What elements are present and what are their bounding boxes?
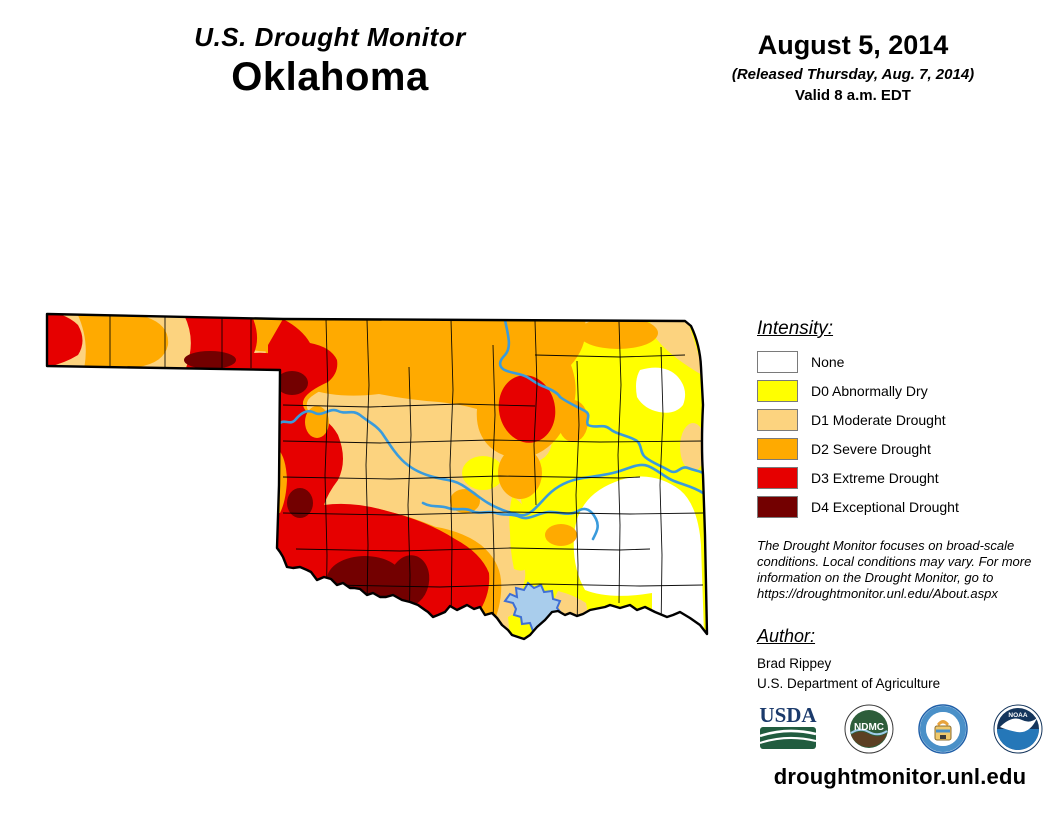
disclaimer-text: The Drought Monitor focuses on broad-sca… — [757, 538, 1032, 601]
valid-time: Valid 8 a.m. EDT — [795, 87, 911, 104]
swatch-d3 — [757, 467, 798, 489]
drought-layer-none — [573, 367, 704, 634]
legend-label: D0 Abnormally Dry — [811, 383, 928, 399]
swatch-none — [757, 351, 798, 373]
legend-label: D2 Severe Drought — [811, 441, 931, 457]
drought-map-svg — [45, 312, 709, 641]
legend-row-d2: D2 Severe Drought — [757, 438, 1047, 460]
author-heading: Author: — [757, 626, 816, 646]
legend-heading: Intensity: — [757, 318, 834, 339]
swatch-d4 — [757, 496, 798, 518]
report-title: U.S. Drought Monitor — [194, 22, 466, 52]
ndmc-logo: NDMC — [844, 704, 894, 759]
legend-label: D1 Moderate Drought — [811, 412, 946, 428]
author-org: U.S. Department of Agriculture — [757, 676, 941, 691]
legend-row-d4: D4 Exceptional Drought — [757, 496, 1047, 518]
release-date: (Released Thursday, Aug. 7, 2014) — [731, 66, 975, 83]
doc-seal-logo — [918, 704, 969, 759]
usda-logo: USDA — [757, 703, 819, 758]
legend-row-d3: D3 Extreme Drought — [757, 467, 1047, 489]
map-date: August 5, 2014 — [757, 30, 949, 60]
legend-label: D3 Extreme Drought — [811, 470, 939, 486]
oklahoma-drought-map — [40, 305, 720, 650]
header-title-block: U.S. Drought Monitor Oklahoma — [148, 22, 512, 100]
county-lines — [109, 314, 704, 639]
swatch-d2 — [757, 438, 798, 460]
author-block: Author: Brad Rippey U.S. Department of A… — [757, 626, 1047, 691]
date-block: August 5, 2014 (Released Thursday, Aug. … — [694, 30, 1012, 104]
svg-text:NDMC: NDMC — [854, 722, 884, 733]
legend-row-none: None — [757, 351, 1047, 373]
noaa-logo: NOAA — [993, 704, 1043, 759]
logo-row: USDA NDMC — [757, 703, 1043, 759]
swatch-d1 — [757, 409, 798, 431]
author-name: Brad Rippey — [757, 656, 832, 671]
svg-text:NOAA: NOAA — [1008, 712, 1027, 719]
swatch-d0 — [757, 380, 798, 402]
legend-row-d1: D1 Moderate Drought — [757, 409, 1047, 431]
region-title: Oklahoma — [231, 55, 429, 99]
site-url: droughtmonitor.unl.edu — [773, 764, 1027, 789]
svg-text:USDA: USDA — [759, 705, 817, 727]
legend-label: D4 Exceptional Drought — [811, 499, 959, 515]
intensity-legend: Intensity: None D0 Abnormally Dry D1 Mod… — [757, 318, 1047, 525]
legend-label: None — [811, 354, 845, 370]
legend-row-d0: D0 Abnormally Dry — [757, 380, 1047, 402]
